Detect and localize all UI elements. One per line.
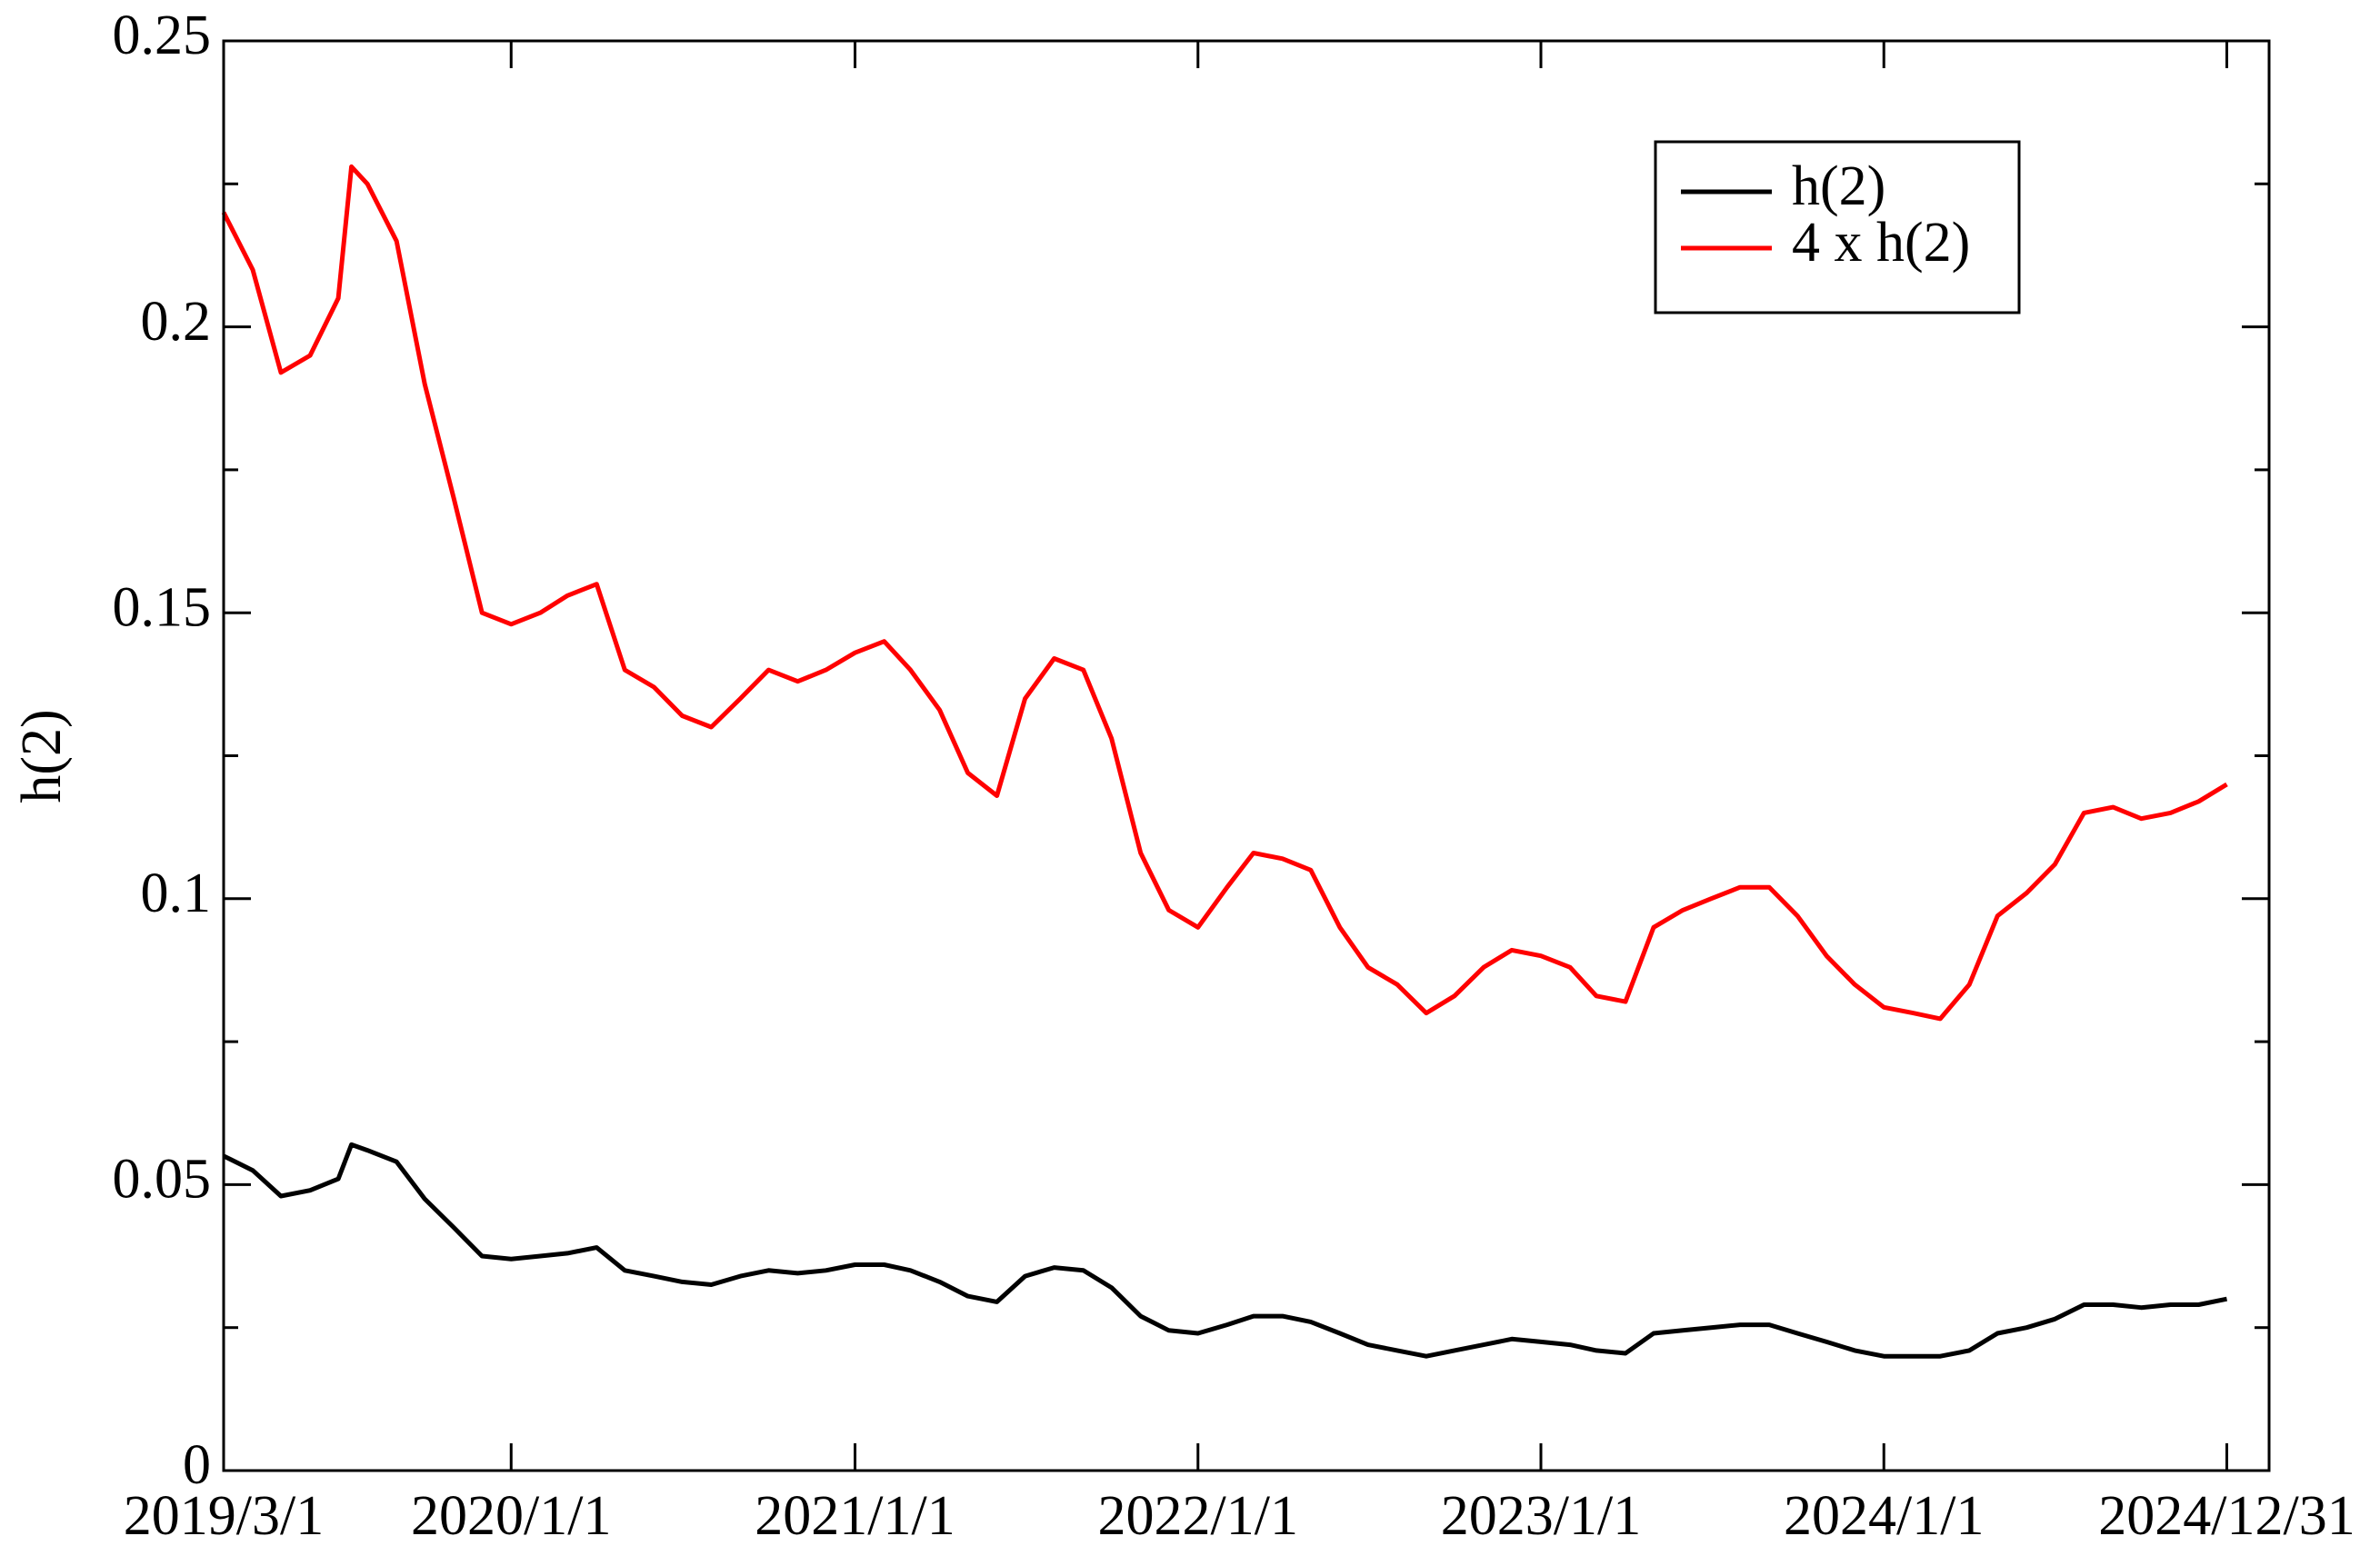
x-tick-label: 2021/1/1 [755,1485,955,1547]
x-tick-label: 2023/1/1 [1441,1485,1641,1547]
data-line [221,164,2228,1022]
y-tick-label: 0.05 [113,1149,212,1211]
y-tick-label: 0.2 [141,291,212,353]
y-tick-label: 0.1 [141,863,212,924]
x-tick-label: 2024/1/1 [1784,1485,1984,1547]
x-tick-label: 2019/3/1 [124,1485,324,1547]
x-tick-label: 2022/1/1 [1098,1485,1298,1547]
y-tick-label: 0.15 [113,576,212,638]
x-tick-label: 2020/1/1 [411,1485,611,1547]
legend-box [1654,140,2021,314]
x-tick-label: 2024/12/31 [2098,1485,2355,1547]
y-axis-label: h(2) [11,709,73,803]
plot-frame [222,39,2271,1472]
legend: h(2)4 x h(2) [1654,140,2021,314]
y-tick-label: 0.25 [113,5,212,66]
data-line [222,1142,2227,1359]
legend-label: h(2) [1792,155,1885,217]
legend-label: 4 x h(2) [1792,212,1970,274]
y-tick-label: 0 [183,1434,211,1496]
